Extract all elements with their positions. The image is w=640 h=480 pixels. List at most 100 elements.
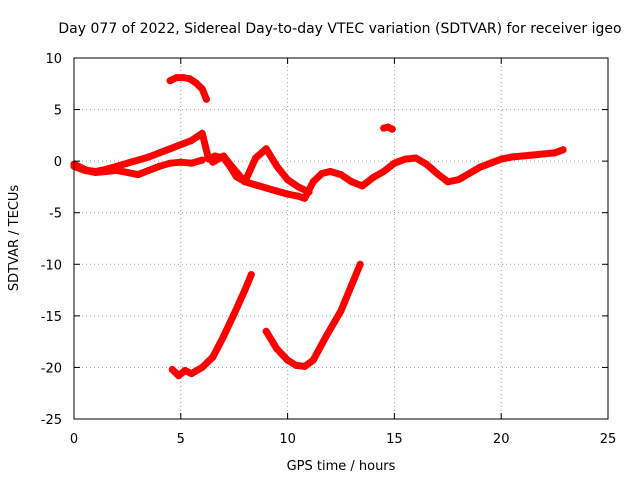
data-point <box>81 166 89 174</box>
data-point <box>422 160 430 168</box>
axis-ticks: 0 5 10 15 20 25 10 5 0 -5 -10 -15 -20 -25 <box>41 52 617 447</box>
data-point <box>202 95 210 103</box>
data-point <box>412 154 420 162</box>
data-point <box>337 171 345 179</box>
data-point <box>187 137 195 145</box>
data-point <box>284 356 292 364</box>
data-point <box>284 176 292 184</box>
series-left-arc <box>168 271 255 380</box>
data-point <box>247 271 255 279</box>
data-point <box>326 167 334 175</box>
chart-title: Day 077 of 2022, Sidereal Day-to-day VTE… <box>58 21 621 37</box>
data-point <box>241 178 249 186</box>
data-point <box>155 162 163 170</box>
data-point <box>348 281 356 289</box>
x-tick-label: 25 <box>600 432 617 447</box>
data-point <box>198 156 206 164</box>
data-point <box>173 74 181 82</box>
data-point <box>301 194 309 202</box>
y-axis-label: SDTVAR / TECUs <box>7 185 22 292</box>
data-point <box>145 153 153 161</box>
data-point <box>192 79 200 87</box>
series-right-arc <box>262 260 364 370</box>
data-point <box>252 154 260 162</box>
y-tick-label: 5 <box>54 104 62 119</box>
data-point <box>262 184 270 192</box>
grid-lines <box>74 58 608 419</box>
data-point <box>187 370 195 378</box>
data-point <box>187 159 195 167</box>
data-point <box>273 162 281 170</box>
data-point <box>198 85 206 93</box>
data-point <box>155 149 163 157</box>
data-point <box>465 170 473 178</box>
data-point <box>166 77 174 85</box>
data-point <box>305 188 313 196</box>
data-point <box>322 332 330 340</box>
data-point <box>175 372 183 380</box>
data-point <box>318 170 326 178</box>
data-point <box>444 178 452 186</box>
data-point <box>487 159 495 167</box>
data-point <box>209 353 217 361</box>
data-point <box>551 149 559 157</box>
data-point <box>380 167 388 175</box>
x-tick-label: 5 <box>177 432 185 447</box>
data-point <box>356 260 364 268</box>
data-point <box>181 367 189 375</box>
data-point <box>252 181 260 189</box>
data-point <box>241 286 249 294</box>
data-point <box>209 158 217 166</box>
data-point <box>145 166 153 174</box>
x-tick-label: 15 <box>386 432 403 447</box>
data-point <box>497 155 505 163</box>
y-tick-label: -10 <box>41 258 62 273</box>
data-point <box>508 153 516 161</box>
data-point <box>476 163 484 171</box>
data-point <box>294 183 302 191</box>
data-point <box>102 167 110 175</box>
data-point <box>168 365 176 373</box>
data-point <box>388 125 396 133</box>
data-point <box>294 192 302 200</box>
y-tick-label: -20 <box>41 361 62 376</box>
x-axis-label: GPS time / hours <box>287 459 396 474</box>
data-point <box>454 176 462 184</box>
data-point <box>177 141 185 149</box>
data-point <box>401 155 409 163</box>
y-tick-label: 0 <box>54 155 62 170</box>
data-point <box>179 74 187 82</box>
y-tick-label: -25 <box>41 413 62 428</box>
data-point <box>358 182 366 190</box>
data-point <box>519 152 527 160</box>
data-point <box>220 332 228 340</box>
data-point <box>185 75 193 83</box>
y-tick-label: -15 <box>41 310 62 325</box>
x-tick-label: 10 <box>279 432 296 447</box>
data-point <box>540 150 548 158</box>
data-point <box>198 129 206 137</box>
data-point <box>309 178 317 186</box>
data-point <box>123 159 131 167</box>
data-point <box>230 165 238 173</box>
data-point <box>262 327 270 335</box>
plot-frame <box>73 57 609 420</box>
data-point <box>123 168 131 176</box>
y-tick-label: -5 <box>49 207 62 222</box>
data-point <box>433 170 441 178</box>
data-point <box>301 362 309 370</box>
data-series <box>70 74 567 380</box>
data-point <box>220 152 228 160</box>
data-point <box>166 145 174 153</box>
data-point <box>198 363 206 371</box>
data-point <box>273 187 281 195</box>
data-point <box>559 146 567 154</box>
data-point <box>529 151 537 159</box>
data-point <box>309 356 317 364</box>
y-tick-label: 10 <box>45 52 62 67</box>
data-point <box>292 361 300 369</box>
data-point <box>113 166 121 174</box>
data-point <box>390 159 398 167</box>
data-point <box>348 178 356 186</box>
